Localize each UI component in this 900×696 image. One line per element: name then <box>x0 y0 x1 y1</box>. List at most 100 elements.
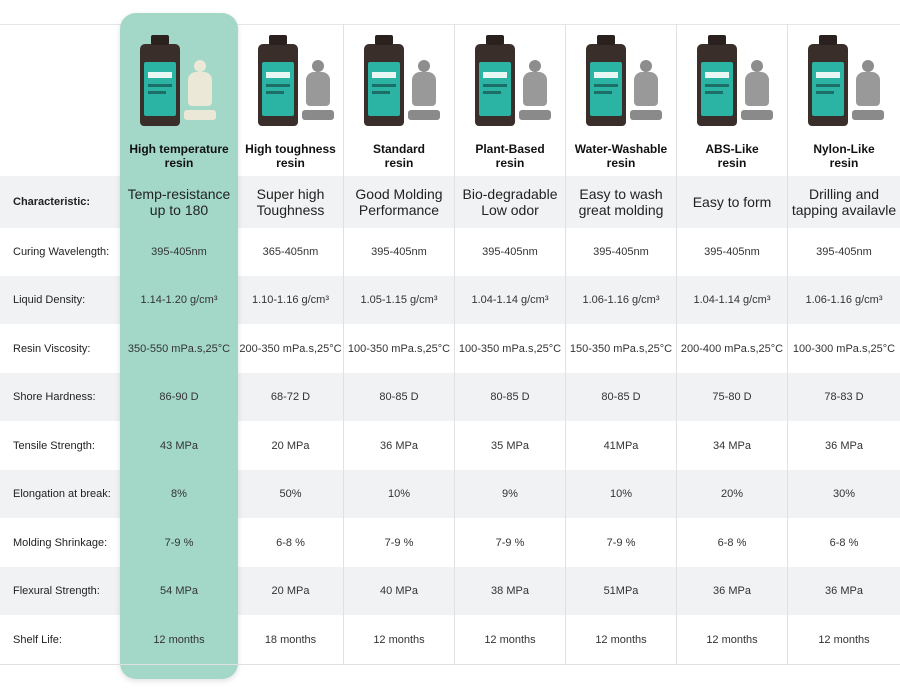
characteristic-line: Super high <box>256 186 325 202</box>
spec-value-cell: 75-80 D <box>712 391 752 403</box>
spec-value-cell: 86-90 D <box>159 391 199 403</box>
product-name: Standard resin <box>344 142 454 170</box>
resin-bottle-icon <box>140 35 180 126</box>
spec-value-cell: 6-8 % <box>276 536 305 549</box>
row-label-tensile-strength: Tensile Strength: <box>13 439 95 452</box>
characteristic-line: Easy to form <box>692 194 772 210</box>
resin-bottle-icon <box>475 35 515 126</box>
spec-value-cell: 80-85 D <box>379 391 419 403</box>
spec-value-cell: 395-405nm <box>371 246 427 258</box>
top-divider <box>0 24 900 25</box>
spec-value-cell: 54 MPa <box>160 585 198 597</box>
product-image <box>120 34 238 134</box>
product-image <box>677 34 787 134</box>
characteristic-line: great molding <box>578 202 664 218</box>
product-name-line1: Standard <box>372 142 425 156</box>
spec-value-cell: 395-405nm <box>482 246 538 258</box>
spec-value-cell: 6-8 % <box>829 536 859 549</box>
spec-value-cell: 38 MPa <box>491 585 529 597</box>
row-label-shore-hardness: Shore Hardness: <box>13 391 96 403</box>
spec-value-cell: 1.04-1.14 g/cm³ <box>471 294 549 306</box>
spec-value-cell: 20 MPa <box>271 585 310 597</box>
spec-value-cell: 100-350 mPa.s,25°C <box>347 342 451 355</box>
spec-value-cell: 34 MPa <box>713 439 751 452</box>
spec-value-cell: 36 MPa <box>713 585 751 597</box>
spec-value-cell: 8% <box>171 488 187 500</box>
product-image <box>238 34 343 134</box>
characteristic-line: Temp-resistance <box>127 186 231 202</box>
printed-model-icon <box>178 60 222 128</box>
resin-bottle-icon <box>586 35 626 126</box>
spec-value-cell: 12 months <box>153 633 205 646</box>
product-image <box>344 34 454 134</box>
printed-model-icon <box>402 60 446 128</box>
spec-value-cell: 12 months <box>595 633 647 646</box>
product-name: Water-Washable resin <box>566 142 676 170</box>
row-label-elongation: Elongation at break: <box>13 488 111 500</box>
spec-value-cell: 1.04-1.14 g/cm³ <box>693 294 771 306</box>
product-name-line2: resin <box>717 156 747 170</box>
spec-value-cell: 365-405nm <box>262 246 319 258</box>
product-name: ABS-Like resin <box>677 142 787 170</box>
spec-value-cell: 18 months <box>264 633 317 646</box>
resin-bottle-icon <box>808 35 848 126</box>
spec-value-cell: 20 MPa <box>271 439 310 452</box>
product-image <box>788 34 900 134</box>
product-name-line1: ABS-Like <box>705 142 759 156</box>
product-name-line2: resin <box>606 156 636 170</box>
spec-value-cell: 41MPa <box>603 439 639 452</box>
product-name: Nylon-Like resin <box>788 142 900 170</box>
product-name-line1: Plant-Based <box>475 142 545 156</box>
bottom-divider <box>0 664 900 665</box>
spec-value-cell: 80-85 D <box>490 391 530 403</box>
spec-value-cell: 20% <box>720 488 744 500</box>
spec-value-cell: 1.10-1.16 g/cm³ <box>251 294 330 306</box>
spec-value-cell: 395-405nm <box>816 246 872 258</box>
characteristic-line: Good Molding <box>355 186 443 202</box>
spec-value-cell: 350-550 mPa.s,25°C <box>127 342 231 355</box>
characteristic-line: Bio-degradable <box>462 186 558 202</box>
product-name-line1: Nylon-Like <box>813 142 875 156</box>
product-name-line2: resin <box>829 156 859 170</box>
spec-value-cell: 10% <box>609 488 633 500</box>
column-divider <box>343 24 344 664</box>
row-label-resin-viscosity: Resin Viscosity: <box>13 342 91 355</box>
characteristic-line: Drilling and <box>808 186 880 202</box>
spec-value-cell: 36 MPa <box>825 585 863 597</box>
spec-value-cell: 51MPa <box>603 585 639 597</box>
row-label-molding-shrinkage: Molding Shrinkage: <box>13 536 108 549</box>
product-name: High toughness resin <box>238 142 343 170</box>
spec-value-cell: 100-300 mPa.s,25°C <box>792 342 896 355</box>
spec-value-cell: 100-350 mPa.s,25°C <box>458 342 562 355</box>
column-divider <box>565 24 566 664</box>
product-column-water-washable: Water-Washable resin Easy to wash great mol… <box>566 24 676 664</box>
characteristic-cell: Super high Toughness <box>238 176 343 228</box>
product-name-line1: Water-Washable <box>574 142 668 156</box>
product-name-line1: High toughness <box>245 142 336 156</box>
row-label-curing-wavelength: Curing Wavelength: <box>13 246 110 258</box>
spec-value-cell: 9% <box>502 488 518 500</box>
spec-value-cell: 1.14-1.20 g/cm³ <box>140 294 218 306</box>
characteristic-line: up to 180 <box>149 202 209 218</box>
spec-value-cell: 68-72 D <box>270 391 311 403</box>
printed-model-icon <box>624 60 668 128</box>
characteristic-cell: Drilling and tapping availavle <box>788 176 900 228</box>
printed-model-icon <box>513 60 557 128</box>
row-label-flexural-strength: Flexural Strength: <box>13 585 100 597</box>
product-column-nylon-like: Nylon-Like resin Drilling and tapping avail… <box>788 24 900 664</box>
product-name-line2: resin <box>495 156 525 170</box>
characteristic-line: Toughness <box>256 202 325 218</box>
printed-model-icon <box>735 60 779 128</box>
product-column-standard: Standard resin Good Molding Performance 395-… <box>344 24 454 664</box>
product-name-line2: resin <box>164 156 194 170</box>
printed-model-icon <box>296 60 340 128</box>
spec-value-cell: 395-405nm <box>704 246 760 258</box>
characteristic-line: tapping availavle <box>791 202 897 218</box>
spec-value-cell: 6-8 % <box>717 536 747 549</box>
product-column-plant-based: Plant-Based resin Bio-degradable Low odor 39… <box>455 24 565 664</box>
spec-value-cell: 12 months <box>706 633 758 646</box>
spec-value-cell: 36 MPa <box>380 439 418 452</box>
column-divider <box>454 24 455 664</box>
spec-value-cell: 1.05-1.15 g/cm³ <box>360 294 438 306</box>
product-name-line2: resin <box>276 156 305 170</box>
